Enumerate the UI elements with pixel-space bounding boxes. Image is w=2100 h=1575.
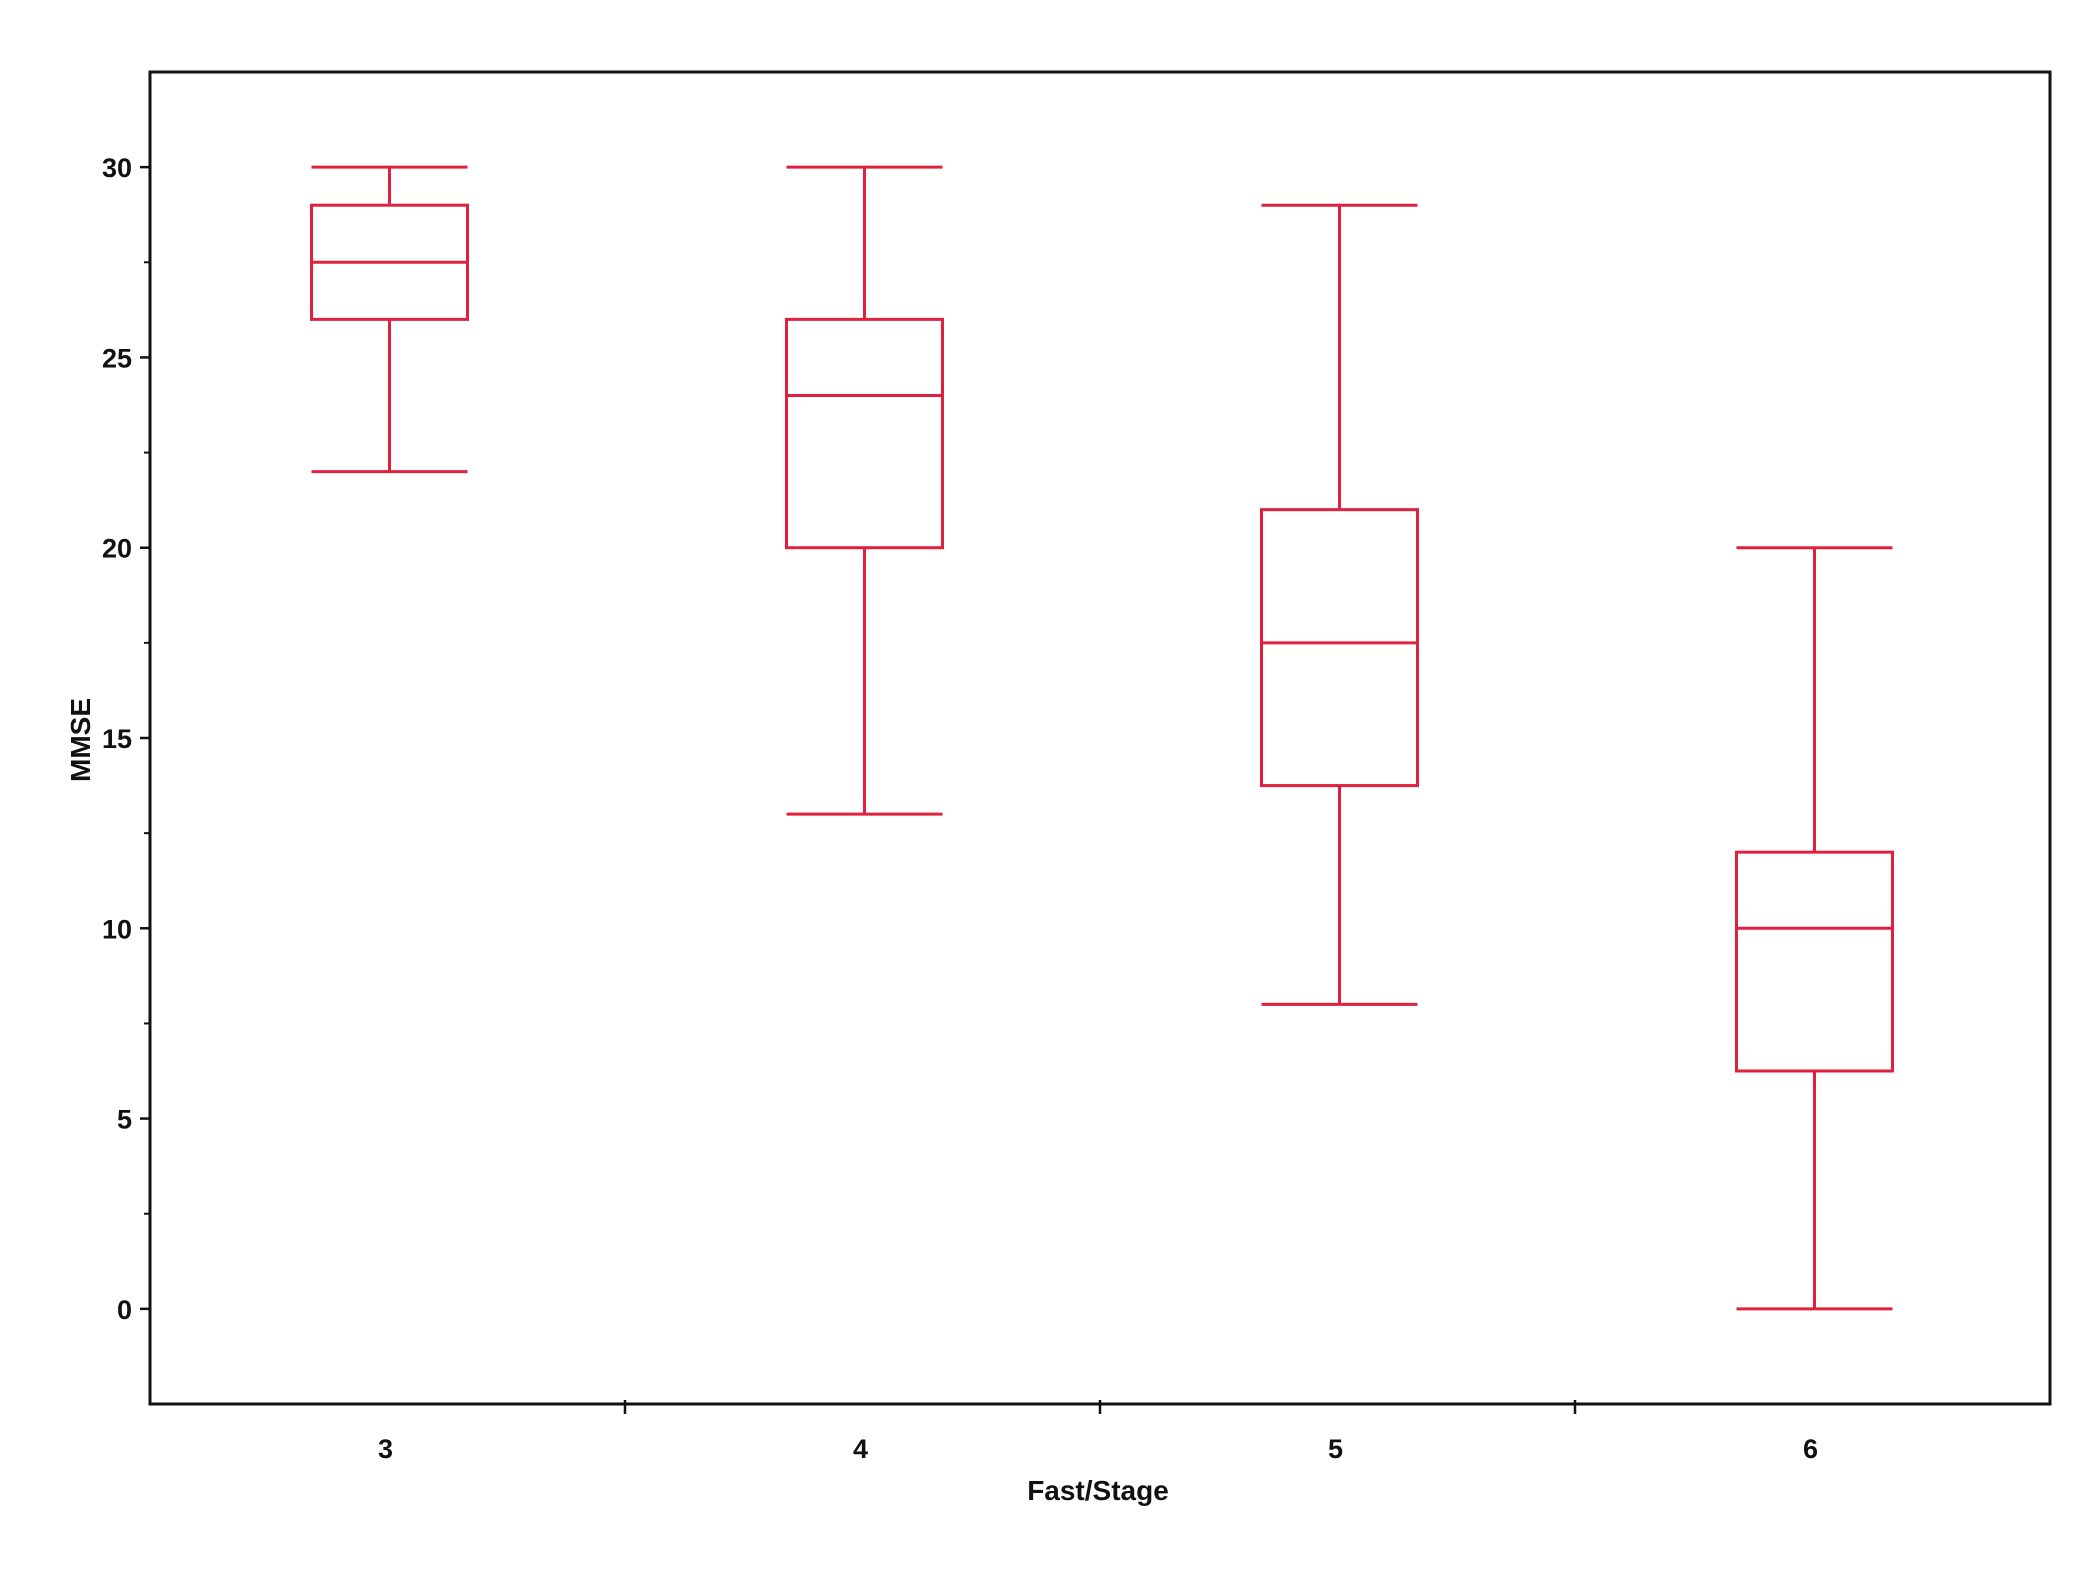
y-tick-label-0: 0 (117, 1295, 132, 1325)
box-series (310, 165, 1894, 1311)
x-axis-title: Fast/Stage (1027, 1475, 1169, 1506)
x-axis-ticks: 3 4 5 6 (378, 1400, 1818, 1464)
y-tick-label-25: 25 (102, 343, 132, 373)
y-tick-label-10: 10 (102, 914, 132, 944)
iqr-box (1260, 508, 1419, 788)
plot-frame (148, 70, 2052, 1406)
box-6 (1735, 546, 1894, 1311)
y-tick-label-20: 20 (102, 534, 132, 564)
plot-border (148, 70, 2052, 1406)
y-axis-title: MMSE (65, 698, 96, 782)
x-tick-label-6: 6 (1803, 1434, 1818, 1464)
x-tick-label-3: 3 (378, 1434, 393, 1464)
y-tick-label-30: 30 (102, 153, 132, 183)
iqr-box (785, 317, 944, 550)
y-tick-label-15: 15 (102, 724, 132, 754)
x-tick-label-4: 4 (853, 1434, 868, 1464)
y-axis-ticks: 0 5 10 15 20 25 30 (102, 153, 150, 1325)
y-tick-label-5: 5 (117, 1105, 132, 1135)
iqr-box (1735, 850, 1894, 1073)
box-5 (1260, 203, 1419, 1006)
box-3 (310, 165, 469, 474)
box-4 (785, 165, 944, 816)
x-tick-label-5: 5 (1328, 1434, 1343, 1464)
